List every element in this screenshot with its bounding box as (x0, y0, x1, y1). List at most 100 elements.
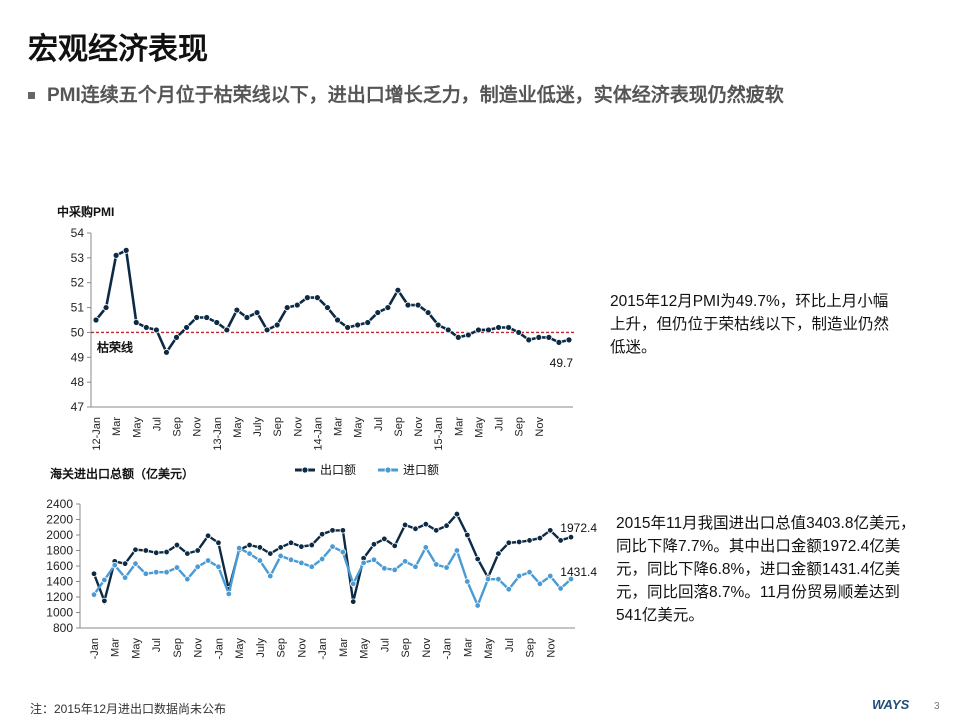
data-point (235, 544, 243, 552)
data-point (90, 570, 98, 577)
x-tick-label: Nov (193, 638, 205, 658)
x-tick-label: Sep (172, 638, 184, 658)
data-point (547, 527, 554, 534)
data-point (243, 314, 251, 321)
data-point (256, 557, 264, 564)
data-point (132, 319, 140, 326)
y-tick-label: 51 (71, 301, 85, 315)
trade-chart-title: 海关进出口总额（亿美元） (50, 467, 195, 481)
data-point (339, 548, 347, 556)
data-point (287, 556, 295, 563)
data-point (475, 326, 482, 334)
y-tick-label: 1000 (46, 606, 73, 620)
data-point (391, 542, 398, 550)
x-tick-label: May (473, 417, 485, 438)
data-point (339, 527, 347, 534)
data-point (263, 326, 271, 334)
data-point (233, 306, 241, 314)
x-tick-label: Nov (421, 638, 433, 658)
data-point (324, 304, 331, 311)
data-point (90, 591, 98, 598)
x-tick-label: Jul (379, 638, 391, 652)
threshold-label: 枯荣线 (97, 339, 133, 354)
pmi-commentary: 2015年12月PMI为49.7%，环比上月小幅上升，但仍位于荣枯线以下，制造业… (610, 293, 890, 356)
data-point (121, 560, 129, 567)
data-point (173, 334, 180, 341)
data-point (283, 304, 291, 311)
x-tick-label: 12-Jan (91, 417, 103, 451)
data-point (464, 331, 472, 339)
y-tick-label: 2000 (46, 528, 73, 542)
data-point (370, 541, 378, 548)
y-tick-label: 1400 (46, 575, 73, 589)
data-point (153, 568, 160, 576)
y-tick-label: 48 (71, 375, 85, 389)
data-point (246, 550, 253, 557)
x-tick-label: Mar (453, 417, 465, 436)
data-point (484, 575, 492, 583)
data-point (545, 334, 553, 341)
data-point (329, 543, 336, 550)
x-tick-label: Sep (276, 638, 288, 658)
data-point (318, 555, 326, 563)
x-tick-label: 13-Jan (213, 638, 225, 660)
data-point (443, 522, 450, 529)
data-point (515, 572, 523, 580)
data-point (308, 563, 315, 570)
data-point (194, 547, 201, 554)
end-value-label: 49.7 (550, 356, 574, 370)
x-tick-label: Jul (373, 417, 385, 431)
x-tick-label: Jul (151, 417, 163, 431)
data-point (204, 532, 212, 539)
x-tick-label: Nov (413, 417, 425, 437)
pmi-chart: 47 48 49 50 51 52 53 54 12-Jan Mar May Jul Sep Nov 13-… (71, 226, 575, 451)
data-point (111, 562, 118, 569)
data-point (163, 568, 170, 576)
x-tick-label: May (131, 417, 143, 438)
y-tick-label: 50 (71, 325, 85, 339)
data-point (184, 550, 191, 557)
data-point (453, 547, 461, 554)
x-tick-label: Sep (400, 638, 412, 658)
x-tick-label: 12-Jan (89, 638, 101, 660)
data-point (314, 294, 321, 302)
import-end-label: 1431.4 (560, 565, 597, 579)
data-point (350, 598, 357, 605)
x-tick-label: Mar (110, 638, 122, 657)
data-point (384, 304, 392, 311)
x-tick-label: Nov (534, 417, 546, 437)
y-tick-label: 49 (71, 350, 85, 364)
footnote: 注：2015年12月进出口数据尚未公布 (30, 702, 227, 716)
legend-label: 出口额 (320, 463, 356, 477)
x-tick-label: Nov (545, 638, 557, 658)
y-tick-label: 2400 (46, 497, 73, 511)
data-point (163, 348, 170, 356)
data-point (422, 520, 430, 528)
data-point (350, 580, 357, 588)
data-point (246, 541, 253, 549)
x-tick-label: 14-Jan (317, 638, 329, 660)
data-point (474, 555, 481, 563)
data-point (121, 574, 129, 581)
data-point (495, 324, 502, 331)
data-point (547, 572, 554, 580)
data-point (557, 537, 564, 544)
data-point (432, 527, 440, 534)
data-point (526, 568, 533, 576)
y-tick-label: 1600 (46, 559, 73, 573)
page-title: 宏观经济表现 (28, 33, 208, 66)
x-tick-label: May (483, 638, 495, 659)
data-point (485, 326, 492, 334)
data-point (567, 575, 575, 583)
data-point (381, 565, 388, 572)
data-point (329, 527, 336, 534)
data-point (565, 336, 573, 344)
data-point (203, 314, 211, 321)
x-tick-label: Jul (151, 638, 163, 652)
data-point (515, 329, 523, 336)
data-point (303, 294, 311, 302)
data-point (464, 531, 471, 539)
data-point (273, 321, 281, 329)
data-point (526, 537, 533, 544)
